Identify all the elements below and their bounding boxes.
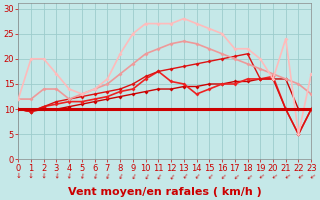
- Text: ↓: ↓: [41, 173, 47, 180]
- Text: ↓: ↓: [91, 173, 98, 181]
- Text: ↓: ↓: [243, 173, 252, 182]
- Text: ↓: ↓: [282, 173, 290, 182]
- Text: ↓: ↓: [28, 173, 34, 180]
- Text: ↓: ↓: [256, 173, 264, 182]
- Text: ↓: ↓: [129, 173, 137, 181]
- Text: ↓: ↓: [307, 173, 315, 182]
- Text: ↓: ↓: [231, 173, 239, 182]
- Text: ↓: ↓: [192, 173, 201, 182]
- X-axis label: Vent moyen/en rafales ( km/h ): Vent moyen/en rafales ( km/h ): [68, 187, 262, 197]
- Text: ↓: ↓: [218, 173, 226, 182]
- Text: ↓: ↓: [104, 173, 111, 181]
- Text: ↓: ↓: [167, 173, 175, 182]
- Text: ↓: ↓: [205, 173, 213, 182]
- Text: ↓: ↓: [154, 173, 163, 182]
- Text: ↓: ↓: [294, 173, 303, 182]
- Text: ↓: ↓: [180, 173, 188, 182]
- Text: ↓: ↓: [142, 173, 150, 181]
- Text: ↓: ↓: [78, 173, 85, 181]
- Text: ↓: ↓: [15, 173, 21, 179]
- Text: ↓: ↓: [66, 173, 73, 180]
- Text: ↓: ↓: [269, 173, 277, 182]
- Text: ↓: ↓: [116, 173, 124, 181]
- Text: ↓: ↓: [53, 173, 60, 180]
